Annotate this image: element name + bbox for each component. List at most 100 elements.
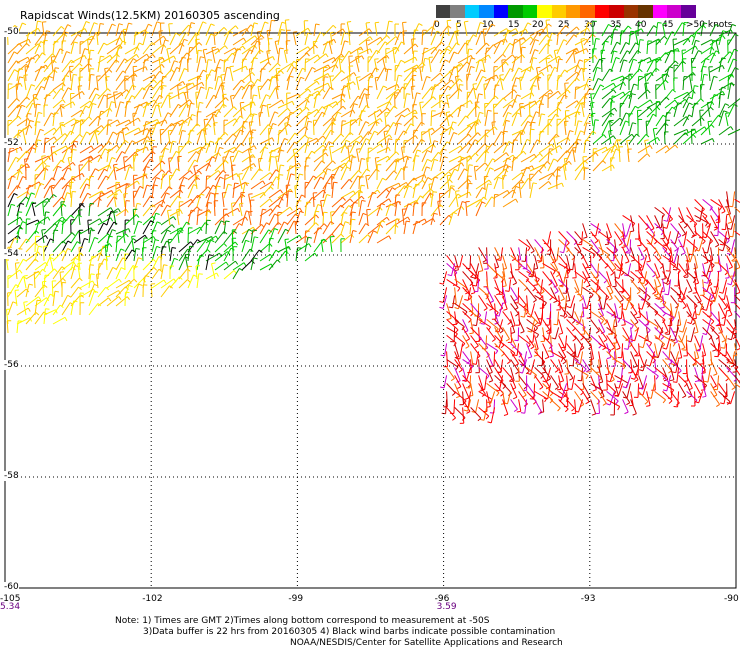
wind-barb xyxy=(678,239,686,254)
wind-barb-flag xyxy=(457,287,461,292)
wind-barb-flag xyxy=(190,22,196,25)
wind-barb xyxy=(346,83,351,100)
wind-barb xyxy=(625,295,632,311)
wind-barb xyxy=(448,212,454,226)
wind-barb-flag xyxy=(254,236,259,239)
wind-barb xyxy=(412,221,417,235)
wind-barb-flag xyxy=(626,50,631,54)
wind-barb xyxy=(169,247,173,262)
wind-barb xyxy=(160,76,164,91)
wind-barb-flag xyxy=(113,163,118,166)
wind-barb xyxy=(580,279,584,295)
wind-barb xyxy=(463,21,468,37)
wind-barb xyxy=(655,96,667,109)
wind-barb xyxy=(462,327,471,340)
wind-barb xyxy=(151,279,165,289)
wind-barb xyxy=(466,175,469,190)
wind-barb-flag xyxy=(677,102,682,105)
wind-barb-flag xyxy=(683,225,688,229)
wind-barb-flag xyxy=(132,58,137,62)
wind-barb-flag xyxy=(171,122,175,127)
wind-barb-flag xyxy=(78,286,82,290)
wind-barb-flag xyxy=(297,200,302,202)
wind-barb-flag xyxy=(239,115,244,119)
wind-barb-flag xyxy=(217,152,222,157)
wind-barb-flag xyxy=(513,89,517,94)
wind-barb-flag xyxy=(122,70,127,74)
wind-barb xyxy=(240,192,243,208)
wind-barb xyxy=(52,304,61,316)
wind-barb-flag xyxy=(355,140,360,144)
wind-barb xyxy=(88,203,91,217)
wind-barb-flag xyxy=(285,228,290,232)
wind-barb xyxy=(542,319,551,330)
wind-barb-flag xyxy=(595,38,600,40)
wind-barb-flag xyxy=(189,245,194,248)
wind-barb-flag xyxy=(531,66,534,71)
wind-barb-flag xyxy=(431,26,436,31)
wind-barb-flag xyxy=(79,277,83,282)
wind-barb-flag xyxy=(384,41,389,45)
wind-barb-flag xyxy=(23,74,28,76)
wind-barb-flag xyxy=(279,129,284,132)
wind-barb-flag xyxy=(549,148,554,150)
wind-barb xyxy=(295,59,298,73)
wind-barb xyxy=(538,113,542,127)
wind-barb-flag xyxy=(90,229,95,231)
wind-barb-flag xyxy=(626,139,631,142)
wind-barb-flag xyxy=(307,120,313,123)
wind-barb-flag xyxy=(289,165,295,168)
wind-barb xyxy=(231,165,234,181)
wind-barb xyxy=(674,231,680,244)
wind-barb-flag xyxy=(262,180,266,185)
wind-barb xyxy=(466,183,469,199)
wind-barb xyxy=(277,221,285,235)
wind-barb xyxy=(232,37,244,46)
wind-barb-flag xyxy=(150,220,155,224)
wind-barb xyxy=(52,33,65,46)
wind-barb xyxy=(638,295,651,305)
wind-barb xyxy=(97,164,110,172)
wind-barb-flag xyxy=(505,338,510,342)
wind-barb xyxy=(670,295,679,307)
wind-barb xyxy=(70,230,79,244)
wind-barb-flag xyxy=(549,54,553,59)
wind-barb-flag xyxy=(639,39,644,41)
wind-barb-flag xyxy=(327,82,331,88)
wind-barb-flag xyxy=(527,247,531,252)
wind-barb-flag xyxy=(482,75,487,79)
wind-barb xyxy=(556,102,559,118)
wind-barb xyxy=(25,43,39,55)
wind-barb-flag xyxy=(367,234,371,238)
wind-barb-flag xyxy=(635,42,640,46)
wind-barb-flag xyxy=(147,136,151,141)
wind-barb xyxy=(241,44,255,55)
wind-barb-flag xyxy=(12,301,17,304)
wind-barb xyxy=(558,295,561,310)
wind-barb xyxy=(493,177,499,190)
wind-barb xyxy=(277,193,285,208)
wind-barb xyxy=(31,203,36,217)
wind-barb xyxy=(358,213,364,226)
wind-barb-flag xyxy=(145,66,148,71)
wind-barb-flag xyxy=(609,68,614,72)
wind-barb-flag xyxy=(441,100,445,105)
wind-barb-flag xyxy=(549,64,553,69)
wind-barb xyxy=(88,93,97,109)
wind-barb xyxy=(654,335,666,345)
wind-barb xyxy=(115,208,127,217)
wind-barb xyxy=(394,185,405,199)
wind-barb xyxy=(259,253,271,262)
wind-barb xyxy=(132,191,135,208)
wind-barb xyxy=(349,201,355,217)
wind-barb-flag xyxy=(573,355,579,358)
wind-barb xyxy=(628,133,637,145)
wind-barb-flag xyxy=(228,150,233,153)
wind-barb xyxy=(331,105,344,118)
wind-barb xyxy=(88,68,91,82)
wind-barb xyxy=(61,185,68,199)
wind-barb xyxy=(520,178,529,190)
wind-barb-flag xyxy=(314,252,318,257)
wind-barb-flag xyxy=(612,95,617,97)
wind-barb xyxy=(178,130,183,145)
